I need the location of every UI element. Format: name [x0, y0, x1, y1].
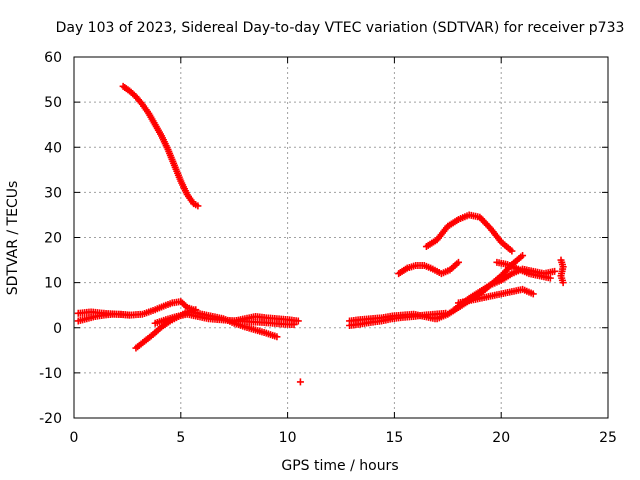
- y-tick-label: 40: [44, 140, 62, 156]
- data-point-marker: [294, 317, 302, 325]
- series-arc-f: [187, 308, 281, 341]
- data-point-marker: [551, 267, 559, 275]
- y-tick-label: 10: [44, 276, 62, 292]
- data-point-marker: [508, 247, 516, 255]
- y-tick-label: 60: [44, 50, 62, 66]
- y-axis-label: SDTVAR / TECUs: [5, 181, 21, 296]
- series-arc-o: [493, 258, 554, 282]
- x-tick-label: 15: [385, 430, 403, 446]
- y-tick-label: 50: [44, 95, 62, 111]
- grid-lines: [74, 57, 608, 418]
- data-point-marker: [454, 258, 462, 266]
- data-points: [74, 82, 567, 386]
- series-arc-j: [395, 258, 462, 278]
- series-arc-g: [230, 312, 302, 325]
- data-point-marker: [559, 279, 567, 287]
- y-tick-label: 20: [44, 231, 62, 247]
- series-arc-d: [74, 310, 134, 325]
- x-axis-label: GPS time / hours: [281, 458, 398, 474]
- data-point-marker: [529, 290, 537, 298]
- data-point-marker: [273, 333, 281, 341]
- x-tick-label: 0: [70, 430, 79, 446]
- x-tick-label: 10: [279, 430, 297, 446]
- data-point-marker: [519, 252, 527, 260]
- y-tick-label: -20: [39, 411, 62, 427]
- series-arc-n: [454, 285, 537, 307]
- series-arc-k: [422, 211, 516, 255]
- y-tick-label: 30: [44, 185, 62, 201]
- tick-marks: 0 5 10 15 20 25 -20 -10 0 10 20 30 40 50 60: [39, 50, 617, 446]
- series-arc-l: [433, 252, 527, 323]
- chart-title: Day 103 of 2023, Sidereal Day-to-day VTE…: [56, 20, 625, 36]
- y-tick-label: 0: [53, 321, 62, 337]
- data-point-marker: [546, 274, 554, 282]
- x-tick-label: 5: [176, 430, 185, 446]
- data-point-marker: [194, 202, 202, 210]
- series-arc-a: [119, 82, 202, 210]
- data-point-marker: [296, 378, 304, 386]
- x-tick-label: 25: [599, 430, 617, 446]
- series-outlier: [296, 378, 304, 386]
- y-tick-label: -10: [39, 366, 62, 382]
- series-arc-i: [346, 310, 439, 325]
- x-tick-label: 20: [492, 430, 510, 446]
- data-point-marker: [126, 311, 134, 319]
- series-arc-p: [557, 256, 567, 287]
